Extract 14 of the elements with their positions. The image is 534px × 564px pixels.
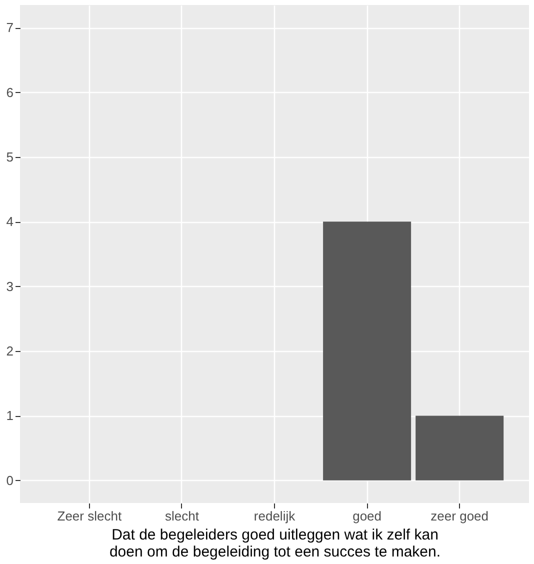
x-tick-label: slecht — [164, 508, 200, 524]
x-axis-title: Dat de begeleiders goed uitleggen wat ik zelf kan doen om de begeleiding tot een succes te maken. — [109, 526, 441, 560]
x-tick-label: zeer goed — [430, 508, 489, 524]
y-tick-label: 5 — [6, 149, 14, 164]
y-tick-label: 3 — [6, 278, 14, 294]
y-tick-label: 2 — [6, 344, 14, 359]
x-tick-label: Zeer slecht — [57, 508, 122, 524]
x-tick-label: redelijk — [254, 508, 296, 524]
x-tick-label: goed — [352, 508, 382, 524]
y-tick-label: 1 — [6, 408, 14, 424]
y-tick-label: 0 — [6, 472, 14, 488]
y-tick-label: 7 — [6, 20, 14, 36]
y-tick-label: 6 — [6, 84, 14, 100]
y-tick-label: 4 — [6, 214, 14, 230]
